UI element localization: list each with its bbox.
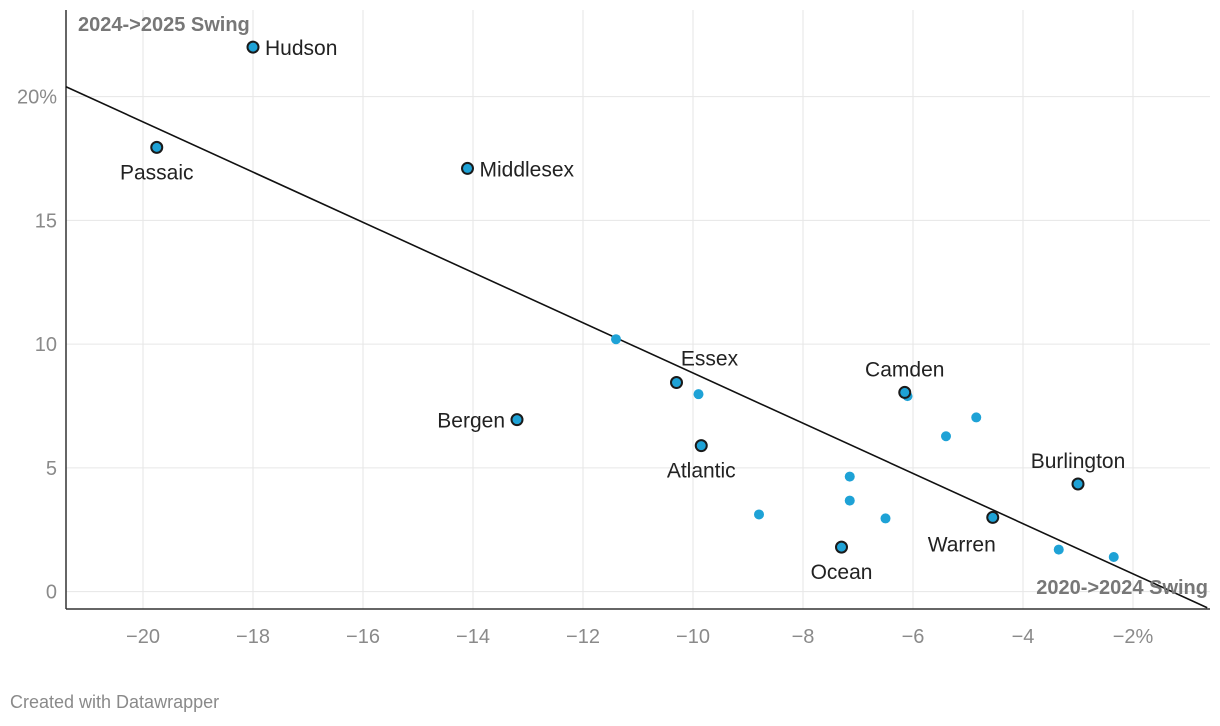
point-label-camden: Camden [865,358,944,381]
data-point-middlesex [461,161,474,175]
data-point-essex [670,376,683,390]
data-point-bergen [510,413,524,427]
point-label-ocean: Ocean [811,561,873,584]
point-label-passaic: Passaic [120,161,194,184]
point-label-hudson: Hudson [265,37,337,60]
x-tick-label: −16 [346,626,380,648]
data-points [150,40,1119,563]
point-label-essex: Essex [681,348,739,371]
x-tick-labels: −20 −18 −16 −14 −12 −10 −8 −6 −4 −2% [126,626,1153,648]
data-point-warren [986,510,1000,524]
data-point-atlantic [694,439,708,453]
y-tick-label: 15 [35,210,57,232]
x-gridlines [142,10,1134,609]
data-point-burlington [1071,477,1085,491]
data-point [971,412,982,423]
point-label-burlington: Burlington [1031,450,1126,473]
y-tick-label: 0 [46,582,57,604]
y-tick-label: 20% [17,87,57,109]
data-point [844,495,855,506]
data-point [1053,544,1064,555]
data-point [844,471,855,482]
trend-line [65,86,1208,609]
data-point-ocean [835,540,848,554]
data-point [611,334,621,345]
data-point [693,389,704,400]
x-tick-label: −12 [566,626,600,648]
y-tick-labels: 0 5 10 15 20% [17,87,57,604]
data-point [941,431,951,442]
y-gridlines [66,96,1210,593]
x-tick-label: −4 [1012,626,1035,648]
data-point [1108,552,1119,563]
x-tick-label: −6 [902,626,925,648]
x-tick-label: −2% [1113,626,1154,648]
point-label-atlantic: Atlantic [667,460,736,483]
data-point-passaic [150,140,164,154]
data-point-camden [898,385,912,399]
point-label-bergen: Bergen [437,410,505,433]
x-tick-label: −10 [676,626,710,648]
x-tick-label: −18 [236,626,270,648]
point-labels: Hudson Passaic Middlesex Bergen Essex Atlanti… [120,37,1125,584]
point-label-warren: Warren [928,533,996,556]
y-tick-label: 10 [35,334,57,356]
point-label-middlesex: Middlesex [480,158,575,181]
datawrapper-credit: Created with Datawrapper [10,692,220,712]
y-axis-title: 2024->2025 Swing [78,14,250,36]
y-tick-label: 5 [46,458,57,480]
x-tick-label: −8 [792,626,815,648]
data-point [754,509,764,520]
x-axis-title: 2020->2024 Swing [1036,577,1208,599]
data-point-hudson [246,40,260,54]
x-tick-label: −20 [126,626,160,648]
x-tick-label: −14 [456,626,490,648]
data-point [880,513,891,524]
